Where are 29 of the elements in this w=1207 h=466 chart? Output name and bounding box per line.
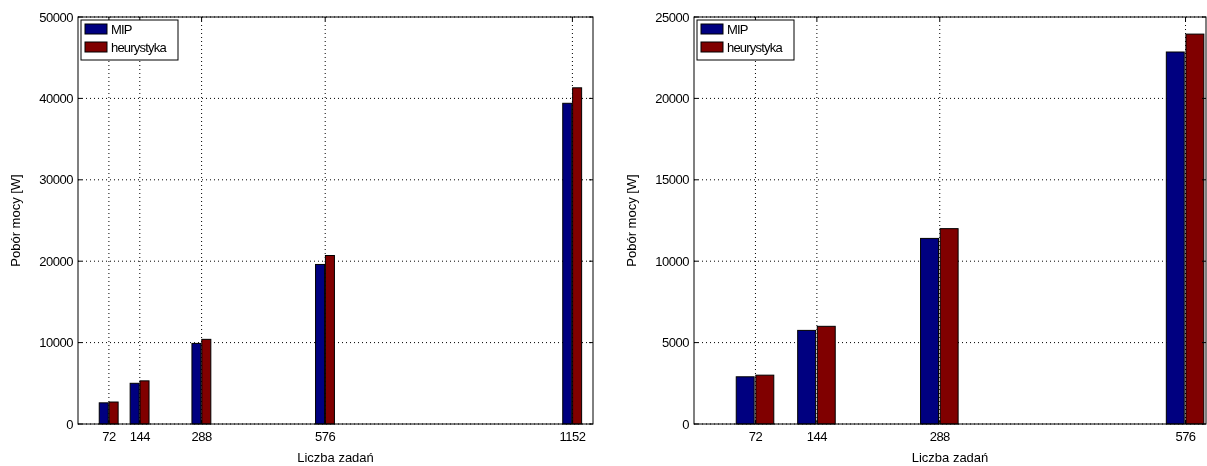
y-tick-label: 15000 xyxy=(655,172,690,188)
x-tick-label: 576 xyxy=(315,429,336,444)
x-axis-title: Liczba zadań xyxy=(911,450,989,465)
y-tick-label: 30000 xyxy=(39,172,74,188)
legend-label: heurystyka xyxy=(727,40,784,55)
y-tick-label: 50000 xyxy=(39,9,74,25)
x-tick-label: 1152 xyxy=(559,429,586,444)
y-tick-label: 20000 xyxy=(39,253,74,269)
x-tick-label: 288 xyxy=(191,429,212,444)
x-tick-label: 144 xyxy=(806,429,828,444)
y-tick-label: 10000 xyxy=(655,253,690,269)
y-tick-label: 0 xyxy=(66,416,74,432)
y-tick-label: 40000 xyxy=(39,90,74,106)
legend-label: MIP xyxy=(111,22,132,37)
y-tick-label: 0 xyxy=(682,416,690,432)
x-tick-label: 288 xyxy=(929,429,951,444)
x-axis-title: Liczba zadań xyxy=(297,450,374,465)
y-axis-title: Pobór mocy [W] xyxy=(8,174,23,267)
y-tick-label: 25000 xyxy=(655,9,690,25)
y-tick-label: 5000 xyxy=(662,335,690,351)
legend-label: MIP xyxy=(727,22,748,37)
x-tick-label: 144 xyxy=(129,429,151,444)
y-axis-title: Pobór mocy [W] xyxy=(624,174,639,267)
x-tick-label: 576 xyxy=(1175,429,1196,444)
y-tick-label: 10000 xyxy=(39,335,74,351)
x-tick-label: 72 xyxy=(748,429,763,444)
x-tick-label: 72 xyxy=(102,429,116,444)
legend-label: heurystyka xyxy=(111,40,168,55)
y-tick-label: 20000 xyxy=(655,90,690,106)
